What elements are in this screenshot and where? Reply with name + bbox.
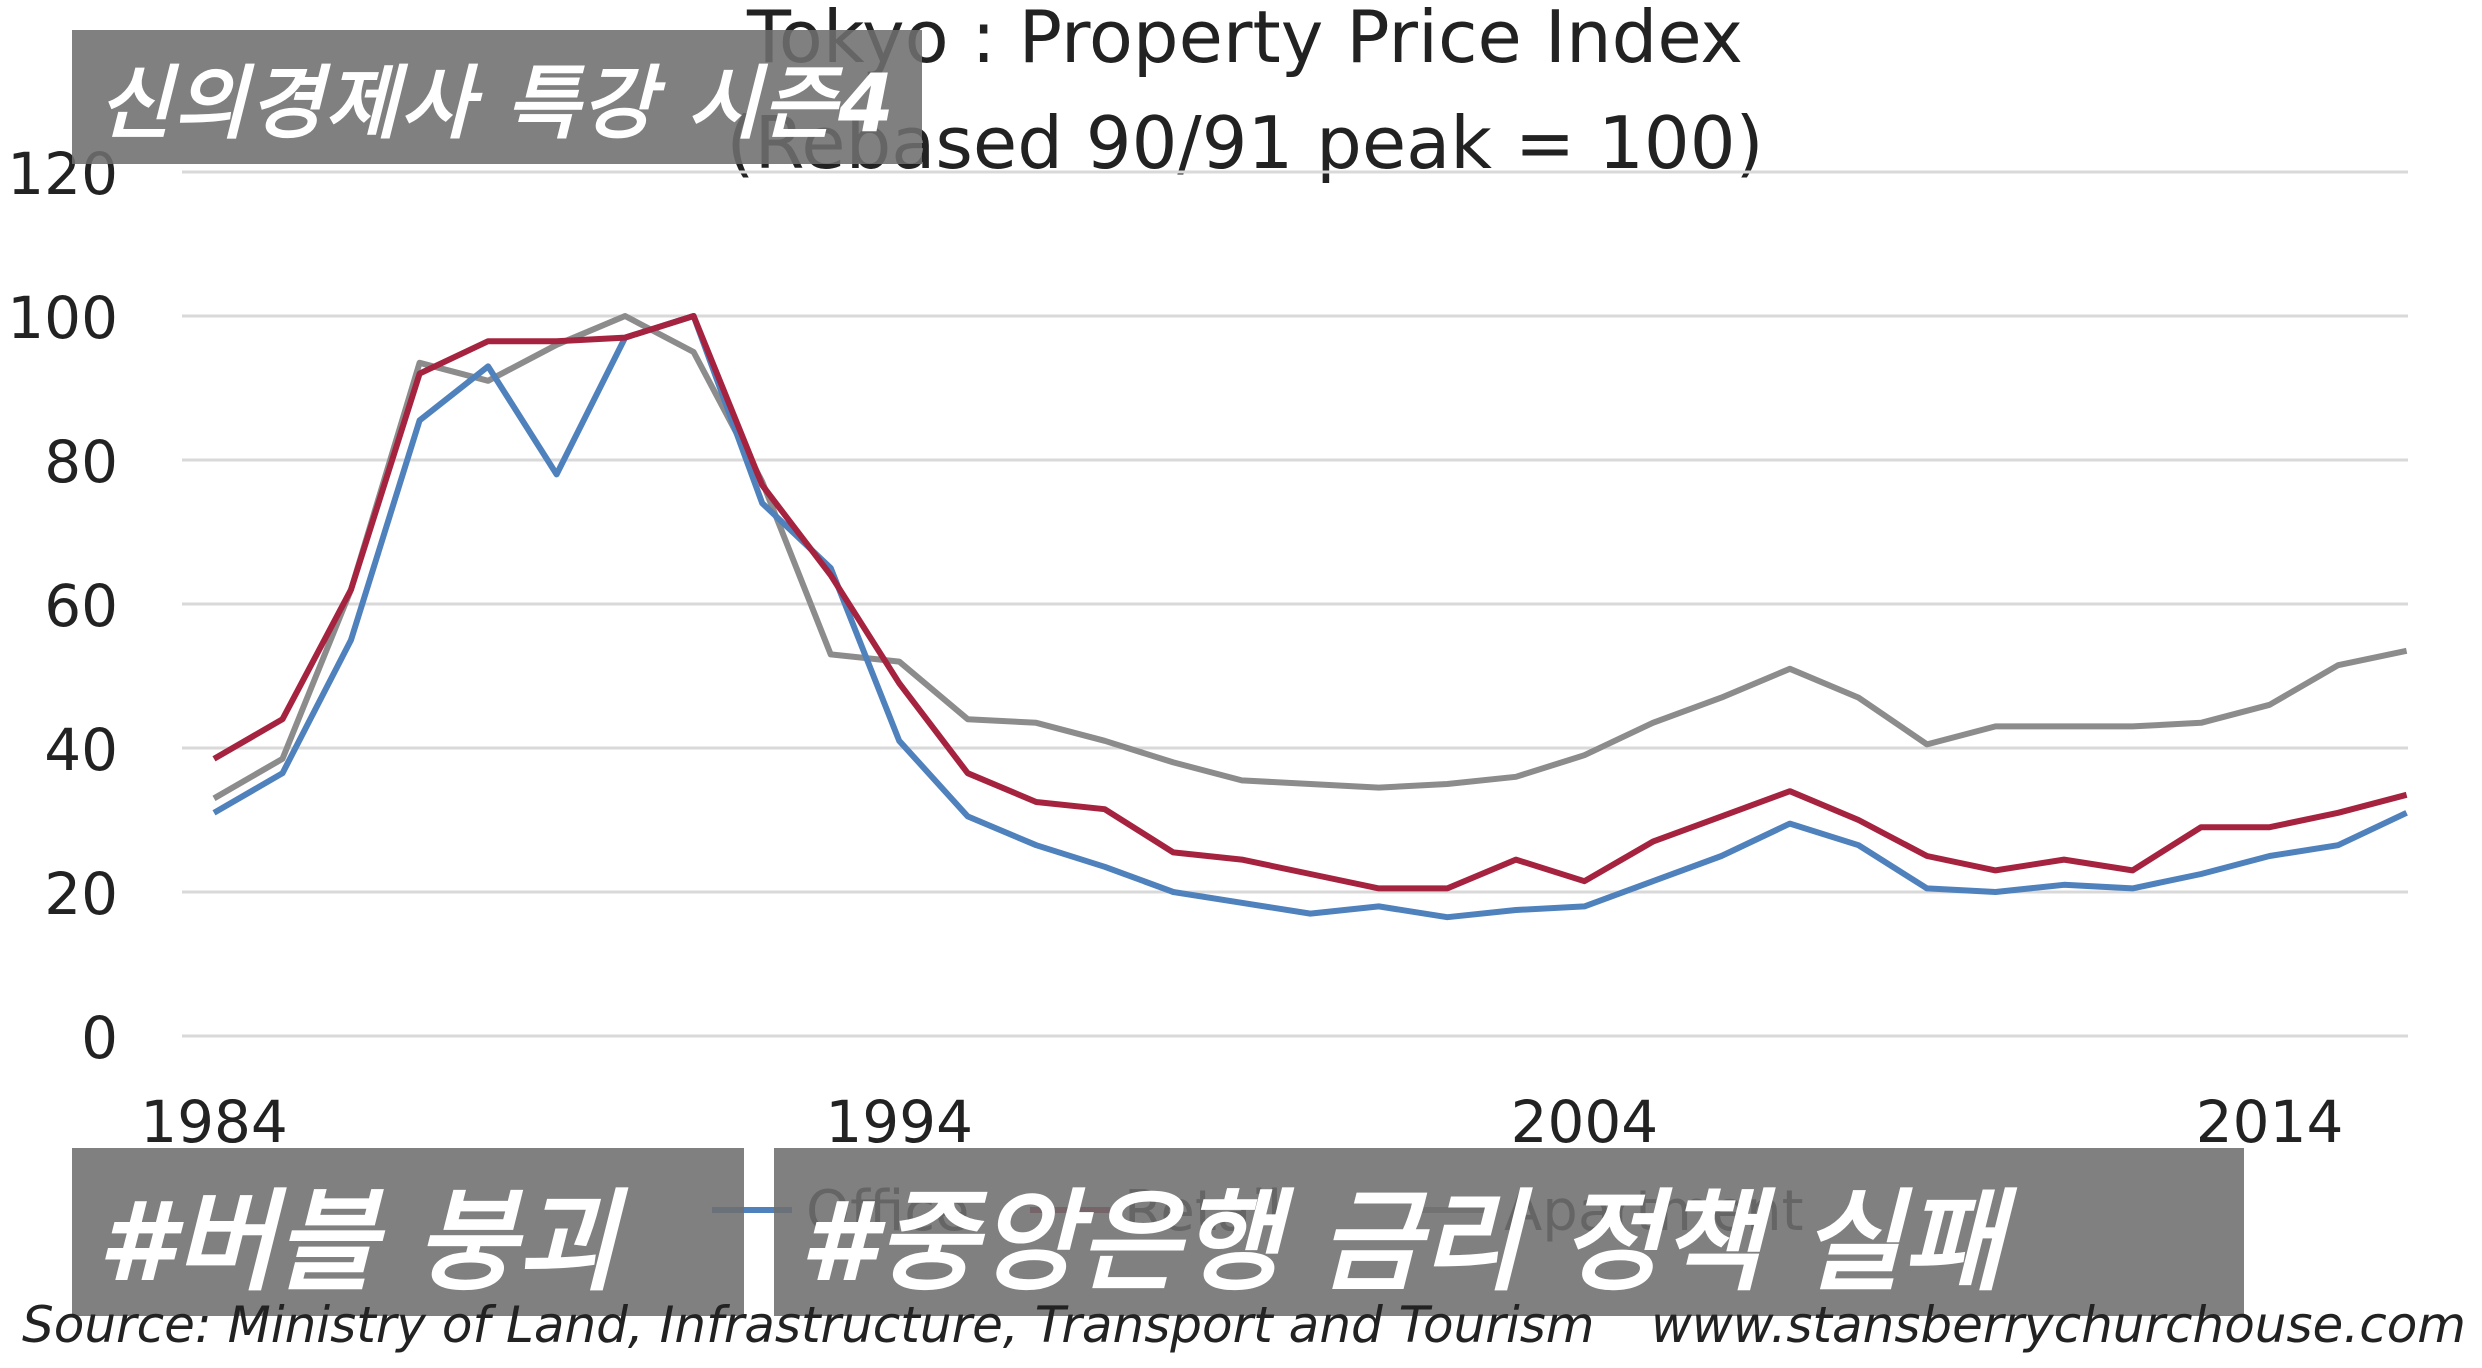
hashtag-central-bank-failure: #중앙은행 금리 정책 실패 xyxy=(774,1148,2244,1316)
series-line-retail xyxy=(212,313,2408,892)
website-credit: www.stansberrychurchouse.com xyxy=(1651,1296,2466,1354)
x-tick-label: 2014 xyxy=(2196,1088,2344,1156)
y-tick-label: 40 xyxy=(44,716,118,784)
series-line-office xyxy=(212,313,2408,921)
x-tick-label: 1994 xyxy=(825,1088,973,1156)
y-tick-label: 60 xyxy=(44,572,118,640)
source-note: Source: Ministry of Land, Infrastructure… xyxy=(22,1296,1595,1354)
x-axis-ticks: 1984 1994 2004 2014 xyxy=(140,1088,2343,1156)
y-tick-label: 0 xyxy=(81,1004,118,1072)
gridlines xyxy=(182,170,2408,1038)
x-tick-label: 2004 xyxy=(1511,1088,1659,1156)
series-line-apartment xyxy=(212,313,2408,801)
series-lines xyxy=(212,313,2408,921)
series-caption-overlay: 신의경제사 특강 시즌4 xyxy=(72,30,922,164)
y-tick-label: 20 xyxy=(44,860,118,928)
hashtag-bubble-collapse: #버블 붕괴 xyxy=(72,1148,744,1316)
y-tick-label: 100 xyxy=(7,284,118,352)
x-tick-label: 1984 xyxy=(140,1088,288,1156)
y-tick-label: 80 xyxy=(44,428,118,496)
